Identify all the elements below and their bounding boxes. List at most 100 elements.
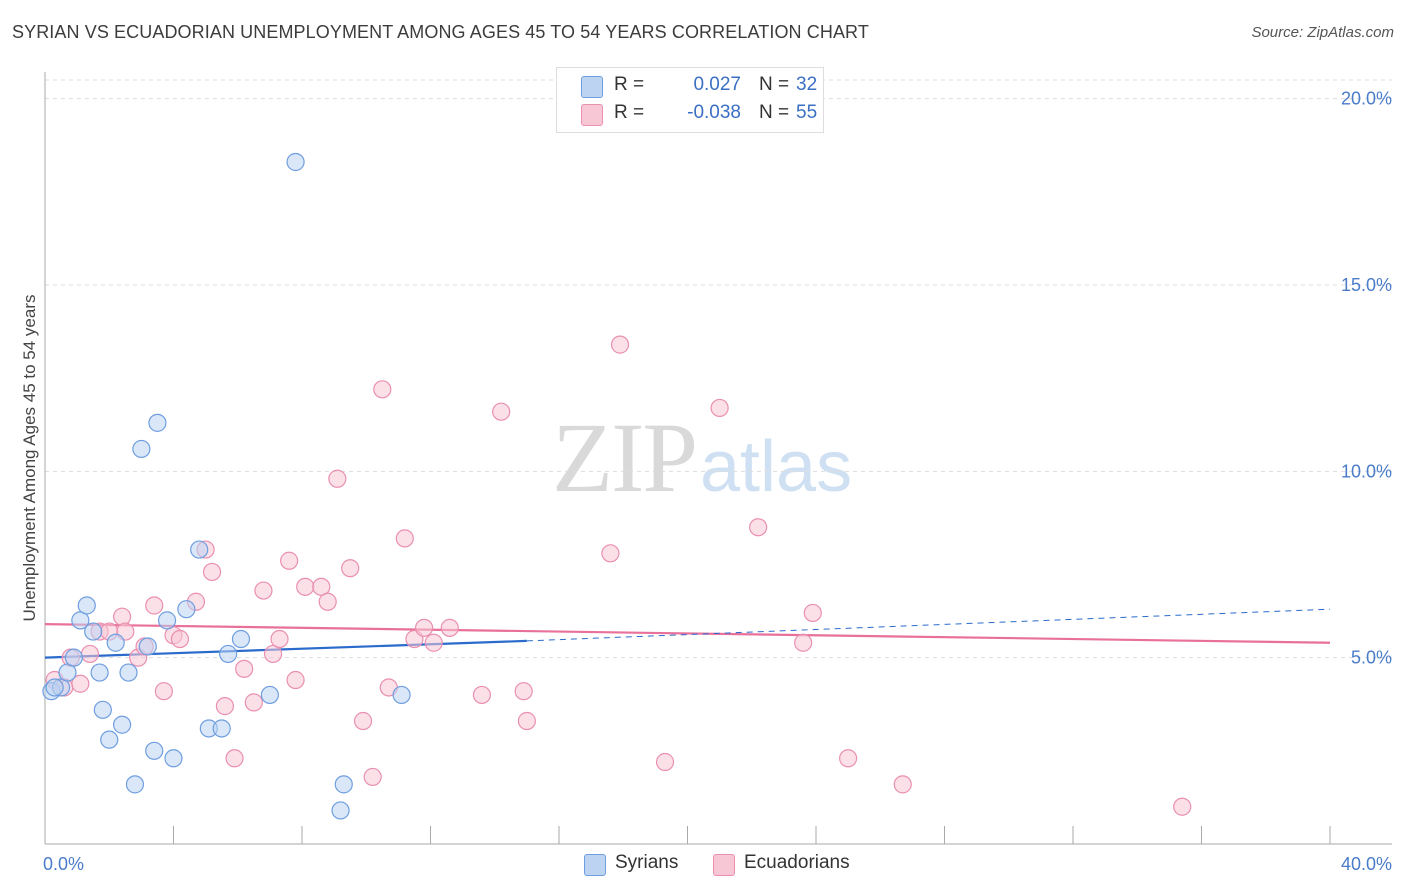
correlation-legend: R = 0.027 N = 32 R = -0.038 N = 55 xyxy=(556,67,824,133)
x-tick-label: 40.0% xyxy=(1341,854,1392,874)
ecuadorian-point xyxy=(328,469,347,488)
ecuadorian-point xyxy=(373,380,392,399)
watermark-zip: ZIP xyxy=(552,402,698,513)
syrian-point xyxy=(132,439,151,459)
syrian-point xyxy=(177,600,196,619)
ecuadorian-point xyxy=(414,618,434,637)
syrian-point xyxy=(157,611,177,630)
syrians-trend-line xyxy=(44,639,527,659)
ecuadorian-point xyxy=(395,529,414,548)
syrians-r-value: 0.027 xyxy=(693,74,741,95)
ecuadorian-point xyxy=(280,551,299,570)
grid-lines xyxy=(45,79,1392,659)
syrian-point xyxy=(286,152,305,172)
ecuadorian-point xyxy=(170,629,190,649)
ecuadorian-point xyxy=(244,693,263,712)
syrian-point xyxy=(106,633,125,652)
ecuadorian-point xyxy=(112,607,132,626)
ecuadorian-point xyxy=(440,618,459,637)
syrians-trend-extension xyxy=(526,608,1331,642)
syrian-point xyxy=(64,648,84,667)
syrian-point xyxy=(331,801,350,820)
ecuadorian-point xyxy=(215,697,234,716)
syrian-point xyxy=(334,775,353,794)
legend-n-label: N = xyxy=(759,102,790,123)
ecuadorian-point xyxy=(601,544,620,563)
x-tick-label: 0.0% xyxy=(43,854,84,874)
legend-r-label: R = xyxy=(614,74,645,95)
ecuadorians-swatch xyxy=(713,854,735,876)
data-points xyxy=(42,152,1192,820)
ecuadorian-point xyxy=(749,518,768,537)
syrian-point xyxy=(260,685,279,705)
ecuadorian-point xyxy=(492,402,511,421)
ecuadorian-point xyxy=(296,577,315,596)
legend-n-label: N = xyxy=(759,74,790,95)
ecuadorians-trend-line xyxy=(44,623,1331,644)
ecuadorian-point xyxy=(1173,797,1192,816)
syrian-point xyxy=(212,719,231,738)
syrian-point xyxy=(138,637,157,656)
ecuadorian-point xyxy=(286,670,305,690)
ecuadorians-n-value: 55 xyxy=(796,102,818,123)
ecuadorians-swatch xyxy=(581,104,603,126)
ecuadorian-point xyxy=(710,398,729,418)
ecuadorian-point xyxy=(472,685,491,705)
syrians-swatch xyxy=(581,76,603,98)
ecuadorian-point xyxy=(610,335,630,354)
syrian-point xyxy=(125,775,145,794)
syrians-swatch xyxy=(584,854,606,876)
ecuadorian-point xyxy=(353,711,373,731)
syrian-point xyxy=(219,644,238,664)
y-tick-label: 10.0% xyxy=(1341,461,1392,481)
ecuadorian-point xyxy=(202,562,222,582)
watermark: ZIPatlas xyxy=(552,400,852,515)
syrian-point xyxy=(77,596,96,615)
ecuadorians-legend-label: Ecuadorians xyxy=(744,852,850,873)
tick-labels: 5.0% 10.0% 15.0% 20.0% 0.0% 40.0% xyxy=(43,89,1392,874)
axes xyxy=(44,72,1392,845)
ecuadorian-point xyxy=(803,603,822,623)
ecuadorian-point xyxy=(341,559,360,578)
syrian-point xyxy=(231,629,251,649)
ecuadorian-point xyxy=(514,682,533,701)
ecuadorian-point xyxy=(80,644,100,664)
syrian-point xyxy=(119,663,138,682)
source-credit: Source: ZipAtlas.com xyxy=(1251,24,1394,41)
syrian-point xyxy=(90,663,109,682)
syrian-point xyxy=(190,540,209,559)
syrian-point xyxy=(112,715,132,734)
legend-r-label: R = xyxy=(614,102,645,123)
ecuadorian-point xyxy=(71,674,90,693)
ecuadorian-point xyxy=(225,749,244,768)
syrians-legend-label: Syrians xyxy=(615,852,679,873)
ecuadorian-point xyxy=(270,629,289,649)
syrian-point xyxy=(84,622,103,641)
watermark-atlas: atlas xyxy=(700,427,853,507)
y-tick-label: 5.0% xyxy=(1351,648,1392,668)
syrian-point xyxy=(100,730,119,749)
ecuadorian-point xyxy=(145,596,164,615)
ecuadorian-point xyxy=(254,581,273,600)
ecuadorian-point xyxy=(517,711,536,731)
ecuadorian-point xyxy=(839,749,858,768)
ecuadorian-point xyxy=(235,659,254,678)
ecuadorian-point xyxy=(655,752,675,772)
ecuadorian-point xyxy=(893,775,912,794)
ecuadorian-point xyxy=(794,633,813,652)
syrian-point xyxy=(45,678,64,697)
syrian-point xyxy=(392,685,411,705)
ecuadorian-point xyxy=(363,767,382,787)
ecuadorians-r-value: -0.038 xyxy=(687,102,741,123)
ecuadorian-point xyxy=(424,633,443,652)
syrian-point xyxy=(164,749,183,768)
chart-title: SYRIAN VS ECUADORIAN UNEMPLOYMENT AMONG … xyxy=(12,22,869,42)
y-tick-label: 20.0% xyxy=(1341,89,1392,109)
syrian-point xyxy=(148,413,167,432)
y-tick-label: 15.0% xyxy=(1341,275,1392,295)
ecuadorian-point xyxy=(318,592,337,611)
syrians-n-value: 32 xyxy=(796,74,818,95)
syrian-point xyxy=(93,700,112,719)
series-legend: Syrians Ecuadorians xyxy=(0,852,1406,878)
